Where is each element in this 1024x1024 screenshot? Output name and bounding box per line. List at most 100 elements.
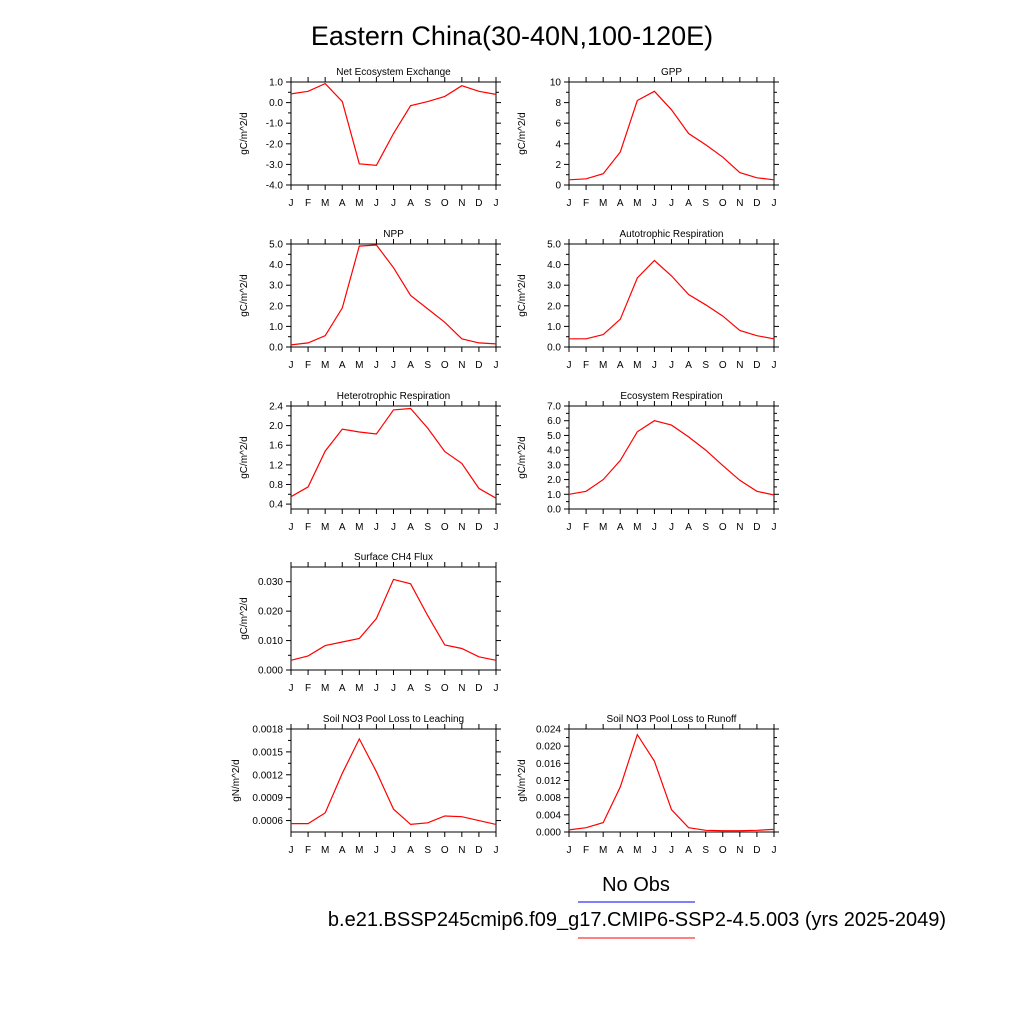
y-tick-label: 0.8 <box>269 480 283 491</box>
x-tick-label: J <box>652 198 657 209</box>
legend-label-no-obs: No Obs <box>602 874 670 896</box>
y-tick-label: 4.0 <box>547 260 561 271</box>
x-tick-label: A <box>339 360 346 371</box>
panel-title: Ecosystem Respiration <box>620 391 722 402</box>
x-tick-label: D <box>753 522 760 533</box>
x-tick-label: D <box>753 845 760 856</box>
y-tick-label: 5.0 <box>269 240 283 251</box>
y-tick-label: 0.0009 <box>252 793 283 804</box>
x-tick-label: A <box>685 522 692 533</box>
x-tick-label: F <box>305 522 311 533</box>
x-tick-label: J <box>567 522 572 533</box>
y-tick-label: 0.024 <box>536 725 561 736</box>
y-tick-label: 5.0 <box>547 240 561 251</box>
series-line <box>568 733 775 832</box>
x-tick-label: M <box>355 845 363 856</box>
x-tick-label: M <box>599 845 607 856</box>
x-tick-label: F <box>583 360 589 371</box>
x-tick-label: J <box>494 360 499 371</box>
y-tick-label: 0.0 <box>547 505 561 516</box>
x-tick-label: A <box>685 198 692 209</box>
panel-title: GPP <box>661 67 682 78</box>
y-tick-label: 0.016 <box>536 759 561 770</box>
y-tick-label: 6.0 <box>547 416 561 427</box>
y-tick-label: 1.0 <box>269 78 283 89</box>
x-tick-label: J <box>567 845 572 856</box>
y-tick-label: 1.0 <box>269 322 283 333</box>
x-tick-label: O <box>441 360 449 371</box>
x-tick-label: D <box>753 198 760 209</box>
plot-frame <box>568 81 775 186</box>
panel-title: Soil NO3 Pool Loss to Runoff <box>607 714 737 725</box>
series-line <box>569 259 775 340</box>
series-line <box>290 82 497 167</box>
y-tick-label: 1.6 <box>269 441 283 452</box>
x-tick-label: S <box>424 360 431 371</box>
x-tick-label: N <box>736 522 743 533</box>
x-tick-label: A <box>617 845 624 856</box>
x-tick-label: J <box>391 845 396 856</box>
x-tick-label: N <box>458 845 465 856</box>
x-tick-label: N <box>458 198 465 209</box>
x-tick-label: D <box>753 360 760 371</box>
x-tick-label: A <box>407 198 414 209</box>
x-tick-label: J <box>374 845 379 856</box>
x-tick-label: M <box>321 683 329 694</box>
x-tick-label: F <box>583 845 589 856</box>
y-axis-label: gN/m^2/d <box>517 759 528 802</box>
y-axis-label: gC/m^2/d <box>239 597 250 640</box>
y-tick-label: -2.0 <box>266 139 284 150</box>
legend-label-model-run: b.e21.BSSP245cmip6.f09_g17.CMIP6-SSP2-4.… <box>328 909 946 931</box>
y-tick-label: 7.0 <box>547 402 561 413</box>
series-line <box>290 407 497 499</box>
y-tick-label: 3.0 <box>269 281 283 292</box>
y-tick-label: 2.0 <box>547 475 561 486</box>
y-tick-label: 10 <box>550 78 562 89</box>
x-tick-label: D <box>475 360 482 371</box>
x-tick-label: O <box>441 198 449 209</box>
x-tick-label: J <box>494 683 499 694</box>
x-tick-label: M <box>633 198 641 209</box>
y-tick-label: 0.0006 <box>252 816 283 827</box>
x-tick-label: O <box>719 845 727 856</box>
x-tick-label: J <box>772 198 777 209</box>
y-tick-label: 0.0012 <box>252 770 283 781</box>
plot-frame <box>568 728 775 833</box>
y-tick-label: 2.0 <box>269 301 283 312</box>
x-tick-label: N <box>458 360 465 371</box>
x-tick-label: M <box>355 198 363 209</box>
x-tick-label: M <box>599 198 607 209</box>
x-tick-label: F <box>583 522 589 533</box>
x-tick-label: J <box>494 845 499 856</box>
y-tick-label: 0.012 <box>536 776 561 787</box>
x-tick-label: J <box>391 198 396 209</box>
y-tick-label: 0.020 <box>258 607 283 618</box>
x-tick-label: M <box>599 360 607 371</box>
panel-title: NPP <box>383 229 404 240</box>
x-tick-label: O <box>719 198 727 209</box>
y-tick-label: 4.0 <box>547 446 561 457</box>
plot-frame <box>290 728 497 833</box>
y-axis-label: gC/m^2/d <box>517 436 528 479</box>
x-tick-label: N <box>458 522 465 533</box>
x-tick-label: J <box>374 683 379 694</box>
x-tick-label: F <box>305 683 311 694</box>
x-tick-label: M <box>321 522 329 533</box>
x-tick-label: A <box>407 683 414 694</box>
x-tick-label: J <box>652 845 657 856</box>
panel-title: Net Ecosystem Exchange <box>336 67 451 78</box>
y-tick-label: 0.008 <box>536 793 561 804</box>
x-tick-label: N <box>736 845 743 856</box>
x-tick-label: M <box>321 845 329 856</box>
panel-title: Soil NO3 Pool Loss to Leaching <box>323 714 464 725</box>
x-tick-label: S <box>702 522 709 533</box>
y-tick-label: 0.010 <box>258 636 283 647</box>
x-tick-label: O <box>719 522 727 533</box>
x-tick-label: O <box>441 522 449 533</box>
x-tick-label: S <box>424 683 431 694</box>
